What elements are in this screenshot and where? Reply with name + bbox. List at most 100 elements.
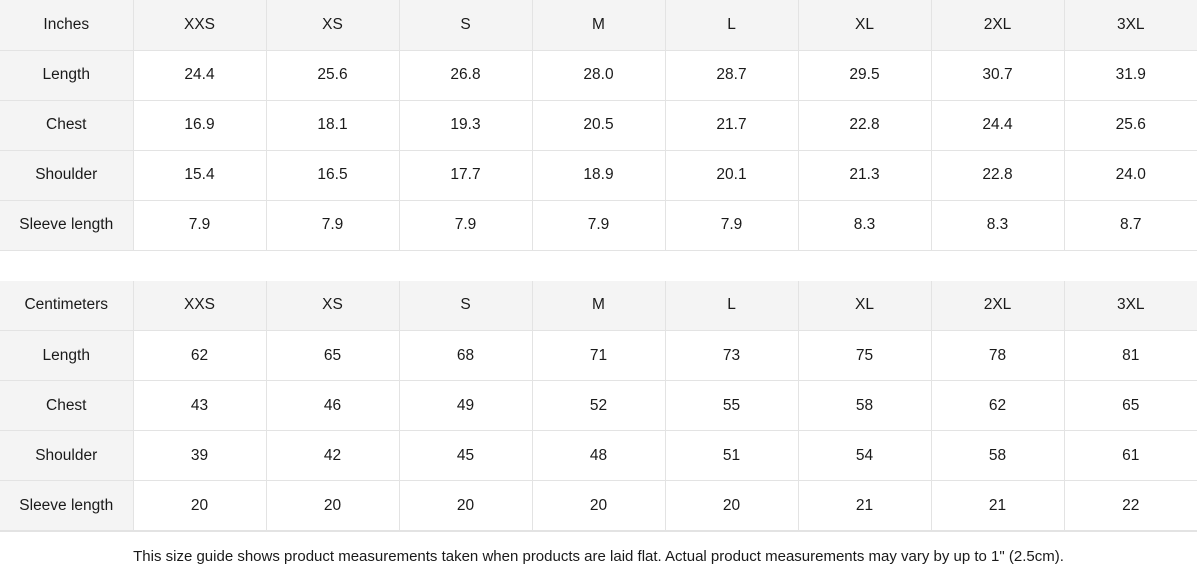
cell-length-xl: 75: [797, 330, 932, 381]
cell-sleeve-xxs: 20: [132, 480, 267, 531]
column-header-l: L: [664, 0, 799, 51]
unit-label-inches: Inches: [0, 0, 134, 51]
row-label-length: Length: [0, 330, 134, 381]
cell-sleeve-xs: 20: [265, 480, 400, 531]
cell-chest-xs: 18.1: [265, 99, 400, 151]
cell-chest-xxs: 16.9: [132, 99, 267, 151]
cell-shoulder-2xl: 58: [930, 430, 1065, 481]
table-row: Length 24.4 25.6 26.8 28.0 28.7 29.5 30.…: [0, 49, 1197, 101]
column-header-xs: XS: [265, 280, 400, 331]
cell-shoulder-s: 45: [398, 430, 533, 481]
column-header-3xl: 3XL: [1063, 280, 1197, 331]
cell-shoulder-xxs: 15.4: [132, 149, 267, 201]
column-header-xl: XL: [797, 0, 932, 51]
row-label-sleeve-length: Sleeve length: [0, 480, 134, 531]
cell-shoulder-m: 48: [531, 430, 666, 481]
cell-shoulder-xxs: 39: [132, 430, 267, 481]
row-label-chest: Chest: [0, 99, 134, 151]
column-header-2xl: 2XL: [930, 280, 1065, 331]
cell-shoulder-xs: 16.5: [265, 149, 400, 201]
cell-sleeve-m: 7.9: [531, 199, 666, 251]
cell-chest-3xl: 25.6: [1063, 99, 1197, 151]
cell-chest-s: 19.3: [398, 99, 533, 151]
cell-sleeve-l: 20: [664, 480, 799, 531]
column-header-xl: XL: [797, 280, 932, 331]
cell-shoulder-m: 18.9: [531, 149, 666, 201]
cell-length-2xl: 78: [930, 330, 1065, 381]
cell-chest-3xl: 65: [1063, 380, 1197, 431]
cell-shoulder-3xl: 61: [1063, 430, 1197, 481]
cell-sleeve-l: 7.9: [664, 199, 799, 251]
cell-sleeve-s: 7.9: [398, 199, 533, 251]
cell-length-s: 68: [398, 330, 533, 381]
cell-length-l: 28.7: [664, 49, 799, 101]
row-label-length: Length: [0, 49, 134, 101]
row-label-chest: Chest: [0, 380, 134, 431]
cell-chest-s: 49: [398, 380, 533, 431]
footnote-text: This size guide shows product measuremen…: [133, 547, 1064, 565]
table-row: Shoulder 39 42 45 48 51 54 58 61: [0, 430, 1197, 481]
cell-shoulder-xl: 21.3: [797, 149, 932, 201]
cell-sleeve-xxs: 7.9: [132, 199, 267, 251]
cell-sleeve-s: 20: [398, 480, 533, 531]
cell-length-xxs: 62: [132, 330, 267, 381]
table-row: Sleeve length 20 20 20 20 20 21 21 22: [0, 480, 1197, 531]
cell-shoulder-l: 20.1: [664, 149, 799, 201]
table-header-inches: Inches XXS XS S M L XL 2XL 3XL: [0, 0, 1197, 51]
unit-label-centimeters: Centimeters: [0, 280, 134, 331]
cell-chest-l: 55: [664, 380, 799, 431]
size-table-inches: Inches XXS XS S M L XL 2XL 3XL Length 24…: [0, 0, 1197, 251]
cell-shoulder-xl: 54: [797, 430, 932, 481]
cell-length-xs: 65: [265, 330, 400, 381]
column-header-3xl: 3XL: [1063, 0, 1197, 51]
table-separator: [0, 250, 1197, 281]
table-row: Sleeve length 7.9 7.9 7.9 7.9 7.9 8.3 8.…: [0, 199, 1197, 251]
column-header-s: S: [398, 0, 533, 51]
table-row: Length 62 65 68 71 73 75 78 81: [0, 330, 1197, 381]
row-label-shoulder: Shoulder: [0, 430, 134, 481]
table-row: Shoulder 15.4 16.5 17.7 18.9 20.1 21.3 2…: [0, 149, 1197, 201]
cell-shoulder-l: 51: [664, 430, 799, 481]
header-row: Centimeters XXS XS S M L XL 2XL 3XL: [0, 280, 1197, 331]
cell-length-s: 26.8: [398, 49, 533, 101]
column-header-xxs: XXS: [132, 280, 267, 331]
size-guide-footnote: This size guide shows product measuremen…: [0, 531, 1197, 580]
table-header-centimeters: Centimeters XXS XS S M L XL 2XL 3XL: [0, 280, 1197, 331]
column-header-l: L: [664, 280, 799, 331]
cell-length-3xl: 31.9: [1063, 49, 1197, 101]
cell-sleeve-2xl: 8.3: [930, 199, 1065, 251]
cell-chest-l: 21.7: [664, 99, 799, 151]
column-header-m: M: [531, 280, 666, 331]
cell-chest-2xl: 24.4: [930, 99, 1065, 151]
cell-chest-xs: 46: [265, 380, 400, 431]
cell-sleeve-xs: 7.9: [265, 199, 400, 251]
cell-shoulder-s: 17.7: [398, 149, 533, 201]
cell-length-3xl: 81: [1063, 330, 1197, 381]
table-body-inches: Length 24.4 25.6 26.8 28.0 28.7 29.5 30.…: [0, 49, 1197, 251]
column-header-xxs: XXS: [132, 0, 267, 51]
cell-shoulder-3xl: 24.0: [1063, 149, 1197, 201]
cell-sleeve-xl: 21: [797, 480, 932, 531]
table-row: Chest 16.9 18.1 19.3 20.5 21.7 22.8 24.4…: [0, 99, 1197, 151]
column-header-s: S: [398, 280, 533, 331]
cell-length-m: 71: [531, 330, 666, 381]
cell-chest-m: 52: [531, 380, 666, 431]
row-label-shoulder: Shoulder: [0, 149, 134, 201]
cell-chest-xl: 22.8: [797, 99, 932, 151]
cell-length-xs: 25.6: [265, 49, 400, 101]
cell-chest-xl: 58: [797, 380, 932, 431]
cell-length-m: 28.0: [531, 49, 666, 101]
cell-sleeve-xl: 8.3: [797, 199, 932, 251]
cell-length-xl: 29.5: [797, 49, 932, 101]
column-header-2xl: 2XL: [930, 0, 1065, 51]
table-body-centimeters: Length 62 65 68 71 73 75 78 81 Chest 43 …: [0, 330, 1197, 531]
cell-sleeve-2xl: 21: [930, 480, 1065, 531]
cell-sleeve-m: 20: [531, 480, 666, 531]
cell-sleeve-3xl: 8.7: [1063, 199, 1197, 251]
cell-shoulder-xs: 42: [265, 430, 400, 481]
cell-length-xxs: 24.4: [132, 49, 267, 101]
column-header-m: M: [531, 0, 666, 51]
cell-chest-2xl: 62: [930, 380, 1065, 431]
size-table-centimeters: Centimeters XXS XS S M L XL 2XL 3XL Leng…: [0, 280, 1197, 531]
